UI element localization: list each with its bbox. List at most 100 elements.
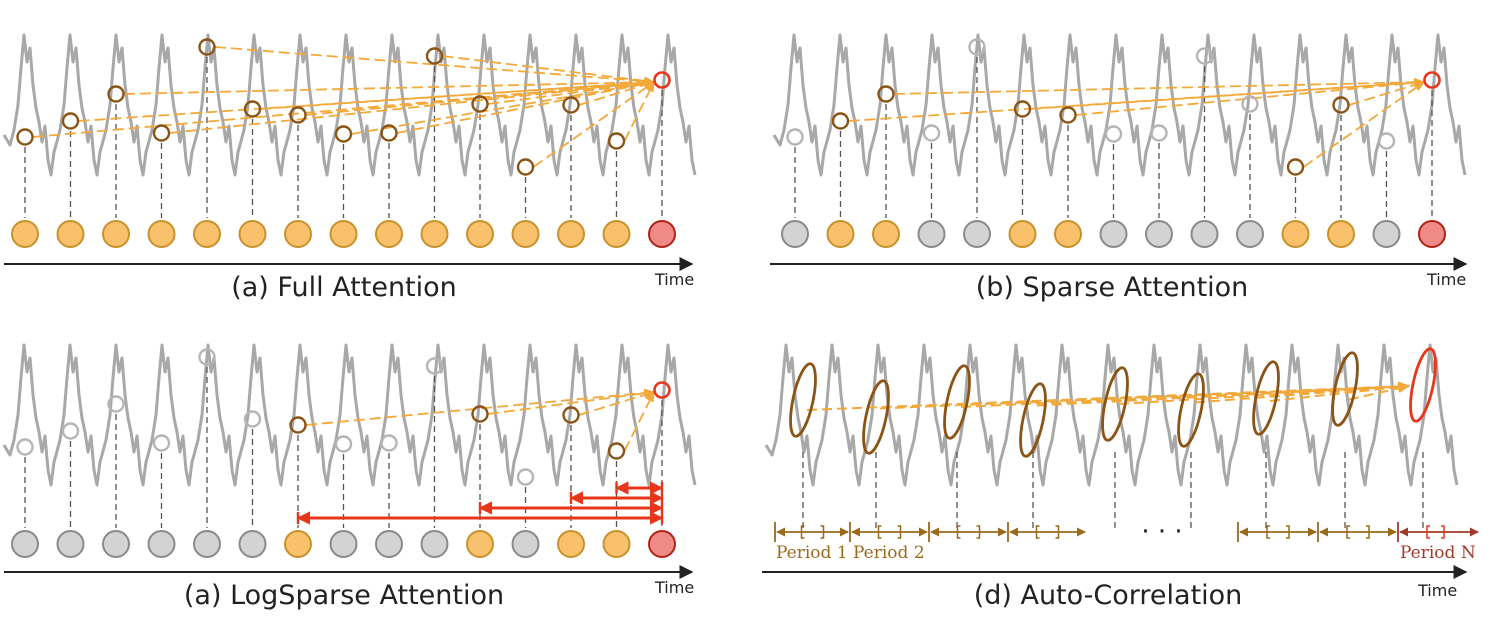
attended-node <box>602 530 631 558</box>
correlation-arrow <box>1348 383 1411 401</box>
panel-a-marker-layer <box>16 38 671 176</box>
period-ellipse <box>1252 360 1280 436</box>
period-n-label: Period N <box>1400 543 1476 563</box>
period-bracket-open <box>1346 525 1350 539</box>
attended-marker <box>562 96 580 114</box>
ignored-marker <box>425 357 444 375</box>
attention-link <box>1348 80 1426 106</box>
attended-node <box>238 220 267 248</box>
panel-c-time-label: Time <box>654 578 694 597</box>
period-ellipse <box>943 364 971 440</box>
attention-link <box>1302 81 1425 168</box>
panel-auto-correlation: · · · Period 1 Period 2 Period N Time (d… <box>762 343 1479 611</box>
ignored-marker <box>243 410 262 428</box>
attended-node <box>602 220 631 248</box>
ignored-marker <box>152 434 171 452</box>
attended-node <box>466 220 494 248</box>
attended-node <box>872 220 900 248</box>
attended-marker <box>243 100 262 118</box>
inactive-node <box>511 530 540 558</box>
attended-node <box>193 220 221 248</box>
ignored-marker <box>1195 47 1214 65</box>
period-n-bracket-close <box>1441 525 1445 539</box>
attention-link <box>578 390 656 416</box>
attended-marker <box>1013 100 1032 118</box>
attention-link <box>1075 78 1426 116</box>
inactive-node <box>781 220 809 248</box>
attended-marker <box>471 405 489 423</box>
attended-marker <box>107 85 125 103</box>
ignored-marker <box>61 422 80 440</box>
panel-d-period-layer <box>774 522 1479 542</box>
ignored-marker <box>922 124 941 142</box>
panel-c-signal-curve <box>2 343 697 487</box>
period-ellipse <box>1331 351 1359 427</box>
panel-c-signal-layer <box>2 343 697 487</box>
panel-d-time-label: Time <box>1417 581 1457 600</box>
attended-node <box>557 530 585 558</box>
ignored-marker <box>786 128 804 146</box>
period-bracket-close <box>820 525 825 539</box>
period-bracket-close <box>1366 525 1370 539</box>
panel-c-node-layer <box>11 530 676 558</box>
query-period-ellipse <box>1409 347 1437 423</box>
attended-node <box>466 530 494 558</box>
inactive-node <box>1190 220 1219 248</box>
ellipsis-dots: · · · <box>1141 517 1182 547</box>
period-2-label: Period 2 <box>853 543 925 563</box>
inactive-node <box>963 220 991 248</box>
correlation-arrow <box>1269 382 1411 402</box>
panel-b-marker-layer <box>786 38 1441 176</box>
inactive-node <box>147 530 176 558</box>
inactive-node <box>1099 220 1128 248</box>
attended-marker <box>380 124 398 142</box>
attention-link <box>487 388 656 415</box>
attended-marker <box>425 47 444 65</box>
period-ellipse <box>862 379 890 455</box>
attended-marker <box>1059 106 1077 124</box>
panel-a-signal-layer <box>2 33 697 177</box>
ignored-marker <box>1104 125 1123 143</box>
correlation-arrow <box>1194 382 1411 404</box>
panel-c-dashes-layer <box>24 367 663 528</box>
attended-node <box>420 220 449 248</box>
attended-marker <box>289 416 307 434</box>
panel-b-signal-layer <box>772 33 1467 177</box>
attended-marker <box>562 406 580 424</box>
period-bracket-close <box>897 525 902 539</box>
period-n-bracket-open <box>1426 525 1430 539</box>
panel-c-marker-layer <box>16 348 671 486</box>
attended-node <box>826 220 855 248</box>
period-bracket-open <box>877 525 882 539</box>
ignored-marker <box>16 438 34 456</box>
panel-d-ellipse-layer <box>789 347 1437 458</box>
panel-a-time-label: Time <box>654 270 694 289</box>
period-bracket-open <box>956 525 961 539</box>
attended-node <box>1281 220 1310 248</box>
attended-node <box>329 220 358 248</box>
attended-node <box>511 220 540 248</box>
inactive-node <box>329 530 358 558</box>
panel-d-signal-layer <box>764 343 1459 487</box>
period-ellipse <box>1019 382 1047 458</box>
panel-b-node-layer <box>781 220 1446 248</box>
period-1-label: Period 1 <box>776 543 848 563</box>
panel-a-node-layer <box>11 220 676 248</box>
attended-marker <box>607 442 626 460</box>
inactive-node <box>1236 220 1264 248</box>
panel-b-caption: (b) Sparse Attention <box>976 272 1249 303</box>
ignored-marker <box>1150 124 1168 142</box>
ignored-marker <box>107 395 125 413</box>
ignored-marker <box>1377 132 1396 150</box>
attended-node <box>557 220 585 248</box>
inactive-node <box>917 220 946 248</box>
attention-link <box>351 79 656 135</box>
attended-node <box>284 530 312 558</box>
attended-marker <box>289 106 307 124</box>
ignored-marker <box>334 435 353 453</box>
attended-marker <box>16 128 34 146</box>
panel-d-caption: (d) Auto-Correlation <box>974 580 1243 611</box>
query-marker <box>1423 71 1441 89</box>
attention-link <box>305 388 656 426</box>
